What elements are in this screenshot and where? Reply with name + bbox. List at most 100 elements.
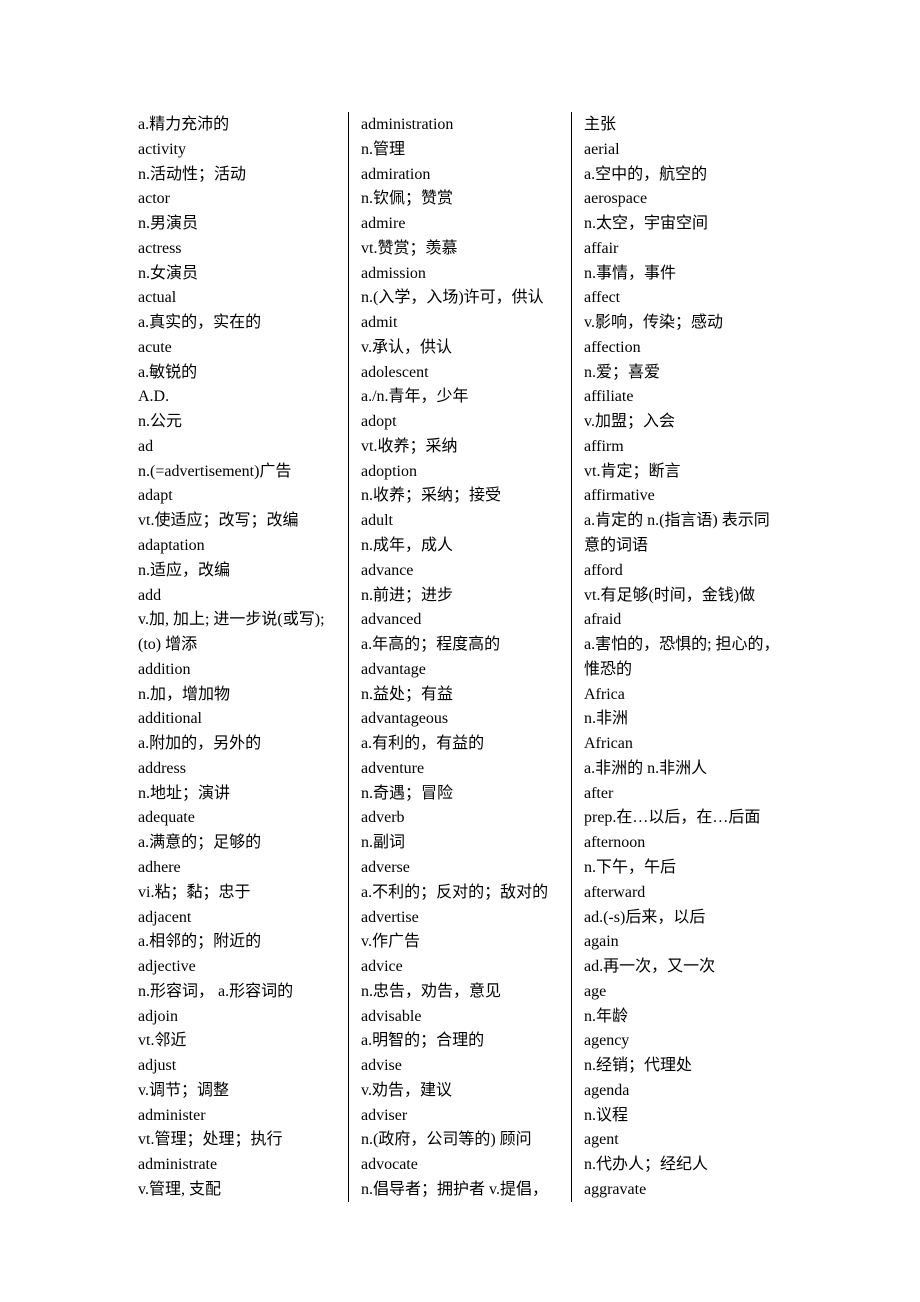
dict-line: administration (361, 112, 559, 137)
dict-line: a.敏锐的 (138, 360, 336, 385)
dict-line: n.形容词， a.形容词的 (138, 979, 336, 1004)
dict-line: 主张 (584, 112, 782, 137)
dict-line: a.不利的；反对的；敌对的 (361, 880, 559, 905)
column-1: a.精力充沛的activityn.活动性；活动actorn.男演员actress… (138, 112, 348, 1202)
dict-line: afterward (584, 880, 782, 905)
dict-line: n.太空，宇宙空间 (584, 211, 782, 236)
dict-line: vi.粘；黏；忠于 (138, 880, 336, 905)
dict-line: adverse (361, 855, 559, 880)
dict-line: 惟恐的 (584, 657, 782, 682)
dict-line: afraid (584, 607, 782, 632)
dict-line: a.非洲的 n.非洲人 (584, 756, 782, 781)
dict-line: n.益处；有益 (361, 682, 559, 707)
dict-line: African (584, 731, 782, 756)
dict-line: actual (138, 285, 336, 310)
dict-line: adapt (138, 483, 336, 508)
dict-line: (to) 增添 (138, 632, 336, 657)
dict-line: a.精力充沛的 (138, 112, 336, 137)
dict-line: v.作广告 (361, 929, 559, 954)
dict-line: adolescent (361, 360, 559, 385)
dict-line: vt.赞赏；羡慕 (361, 236, 559, 261)
dict-line: n.成年，成人 (361, 533, 559, 558)
dict-line: activity (138, 137, 336, 162)
dict-line: a.满意的；足够的 (138, 830, 336, 855)
dict-line: adjacent (138, 905, 336, 930)
dict-line: ad.(-s)后来，以后 (584, 905, 782, 930)
dict-line: a.年高的；程度高的 (361, 632, 559, 657)
dict-line: n.前进；进步 (361, 583, 559, 608)
dict-line: agent (584, 1127, 782, 1152)
dict-line: n.倡导者；拥护者 v.提倡， (361, 1177, 559, 1202)
dict-line: affiliate (584, 384, 782, 409)
dict-line: n.经销；代理处 (584, 1053, 782, 1078)
dict-line: afternoon (584, 830, 782, 855)
dict-line: n.议程 (584, 1103, 782, 1128)
dict-line: n.地址；演讲 (138, 781, 336, 806)
dict-line: advocate (361, 1152, 559, 1177)
dict-line: n.男演员 (138, 211, 336, 236)
dict-line: n.(=advertisement)广告 (138, 459, 336, 484)
dict-line: add (138, 583, 336, 608)
dict-line: additional (138, 706, 336, 731)
dict-line: adopt (361, 409, 559, 434)
dict-line: adoption (361, 459, 559, 484)
dict-line: affirmative (584, 483, 782, 508)
dict-line: n.管理 (361, 137, 559, 162)
dict-line: a.附加的，另外的 (138, 731, 336, 756)
dict-line: n.收养；采纳；接受 (361, 483, 559, 508)
dict-line: aggravate (584, 1177, 782, 1202)
dict-line: ad (138, 434, 336, 459)
dict-line: n.奇遇；冒险 (361, 781, 559, 806)
dict-line: advise (361, 1053, 559, 1078)
column-3: 主张aeriala.空中的，航空的aerospacen.太空，宇宙空间affai… (571, 112, 782, 1202)
dict-line: affection (584, 335, 782, 360)
dict-line: affair (584, 236, 782, 261)
dict-line: n.忠告，劝告，意见 (361, 979, 559, 1004)
dict-line: n.公元 (138, 409, 336, 434)
dict-line: Africa (584, 682, 782, 707)
dict-line: a.真实的，实在的 (138, 310, 336, 335)
dict-line: adequate (138, 805, 336, 830)
dict-line: administrate (138, 1152, 336, 1177)
dict-line: agenda (584, 1078, 782, 1103)
dict-line: advisable (361, 1004, 559, 1029)
dict-line: adaptation (138, 533, 336, 558)
dict-line: advertise (361, 905, 559, 930)
dict-line: adult (361, 508, 559, 533)
dict-line: acute (138, 335, 336, 360)
dict-line: ad.再一次，又一次 (584, 954, 782, 979)
dict-line: n.女演员 (138, 261, 336, 286)
dict-line: v.加盟；入会 (584, 409, 782, 434)
dict-line: vt.肯定；断言 (584, 459, 782, 484)
dict-line: actress (138, 236, 336, 261)
column-2: administrationn.管理admirationn.钦佩；赞赏admir… (348, 112, 571, 1202)
dict-line: aerial (584, 137, 782, 162)
dict-line: advice (361, 954, 559, 979)
dict-line: v.承认，供认 (361, 335, 559, 360)
dict-line: adjust (138, 1053, 336, 1078)
dict-line: n.爱；喜爱 (584, 360, 782, 385)
dict-line: addition (138, 657, 336, 682)
dict-line: prep.在…以后，在…后面 (584, 805, 782, 830)
dict-line: admission (361, 261, 559, 286)
dict-line: adjoin (138, 1004, 336, 1029)
dict-line: after (584, 781, 782, 806)
dict-line: n.年龄 (584, 1004, 782, 1029)
dict-line: agency (584, 1028, 782, 1053)
dict-line: n.代办人；经纪人 (584, 1152, 782, 1177)
dict-line: n.(入学，入场)许可，供认 (361, 285, 559, 310)
dict-line: admit (361, 310, 559, 335)
dict-line: A.D. (138, 384, 336, 409)
dict-line: advantageous (361, 706, 559, 731)
dict-line: adviser (361, 1103, 559, 1128)
dict-line: v.加, 加上; 进一步说(或写); (138, 607, 336, 632)
dict-line: n.事情，事件 (584, 261, 782, 286)
dict-line: n.下午，午后 (584, 855, 782, 880)
dict-line: a.明智的；合理的 (361, 1028, 559, 1053)
dict-line: n.非洲 (584, 706, 782, 731)
dict-line: actor (138, 186, 336, 211)
dict-line: age (584, 979, 782, 1004)
dict-line: address (138, 756, 336, 781)
dict-line: v.调节；调整 (138, 1078, 336, 1103)
dict-line: n.适应，改编 (138, 558, 336, 583)
